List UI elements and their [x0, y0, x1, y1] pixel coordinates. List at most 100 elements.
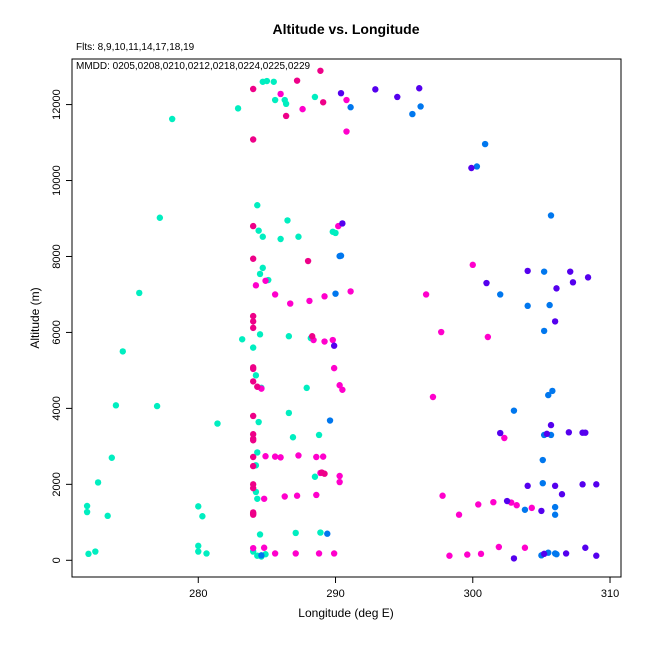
data-point-series-3 [249, 511, 257, 518]
data-point-series-4 [521, 506, 529, 513]
data-point-series-2 [501, 434, 508, 442]
y-tick-label: 6000 [51, 320, 63, 344]
data-point-series-3 [304, 257, 312, 265]
data-point-series-5 [551, 318, 559, 325]
data-point-series-1 [156, 214, 164, 221]
data-point-series-5 [540, 550, 548, 558]
data-point-series-2 [287, 300, 294, 307]
data-point-series-5 [582, 429, 589, 436]
x-tick-label: 280 [189, 588, 207, 600]
data-point-series-2 [336, 478, 343, 486]
data-point-series-1 [311, 473, 319, 480]
data-point-series-5 [394, 93, 401, 101]
y-axis-label: Altitude (m) [28, 287, 42, 348]
data-point-series-5 [543, 430, 551, 438]
data-point-series-3 [254, 383, 261, 390]
data-point-series-5 [593, 552, 600, 559]
data-point-series-2 [313, 491, 320, 499]
data-point-series-3 [249, 318, 257, 325]
y-tick-label: 2000 [51, 472, 63, 496]
data-point-series-1 [255, 418, 262, 426]
data-point-series-3 [282, 112, 290, 120]
data-point-series-2 [293, 492, 301, 499]
data-point-series-3 [249, 453, 257, 461]
data-point-series-3 [249, 378, 257, 385]
data-point-series-4 [540, 268, 548, 275]
data-point-series-5 [582, 544, 589, 551]
data-point-series-4 [539, 456, 546, 464]
data-point-series-2 [249, 544, 257, 552]
data-point-series-1 [153, 402, 161, 410]
data-point-series-5 [416, 85, 423, 92]
plot-frame [71, 58, 622, 578]
data-point-series-3 [249, 85, 257, 93]
data-point-series-2 [260, 544, 268, 551]
data-point-series-2 [347, 288, 354, 295]
data-point-series-1 [256, 331, 264, 338]
y-tick-label: 0 [51, 557, 63, 563]
data-point-series-4 [347, 104, 354, 111]
data-point-series-1 [282, 100, 290, 108]
data-point-series-5 [558, 491, 566, 498]
data-point-series-2 [315, 550, 323, 557]
data-point-series-1 [271, 96, 279, 104]
x-tick-label: 300 [464, 588, 482, 600]
data-point-series-1 [83, 508, 91, 516]
data-point-series-4 [539, 479, 546, 487]
data-point-series-5 [524, 482, 531, 490]
data-point-series-1 [238, 336, 246, 343]
data-point-series-1 [104, 512, 111, 520]
data-point-series-2 [513, 502, 520, 509]
data-point-series-1 [94, 479, 102, 486]
data-point-series-1 [254, 495, 261, 502]
data-point-series-3 [249, 431, 257, 438]
data-point-series-4 [545, 391, 552, 399]
data-point-series-1 [332, 229, 339, 237]
data-point-series-2 [277, 454, 284, 461]
data-point-series-1 [254, 202, 261, 209]
data-point-series-2 [438, 328, 445, 336]
data-point-series-4 [337, 252, 345, 259]
data-point-series-2 [439, 492, 446, 499]
data-point-series-1 [315, 431, 323, 439]
data-point-series-5 [524, 267, 531, 275]
y-tick-label: 10000 [51, 165, 63, 196]
data-point-series-1 [285, 333, 293, 340]
data-point-series-3 [317, 67, 324, 74]
data-point-series-1 [295, 233, 302, 240]
data-point-series-2 [446, 552, 453, 559]
data-point-series-2 [336, 472, 343, 480]
data-point-series-1 [83, 502, 91, 510]
data-point-series-2 [475, 501, 482, 508]
data-point-series-1 [199, 513, 206, 520]
data-point-series-2 [306, 297, 313, 305]
data-point-series-1 [263, 77, 271, 85]
chart-title: Altitude vs. Longitude [273, 21, 420, 37]
data-point-series-1 [259, 264, 266, 272]
data-point-series-5 [510, 555, 518, 562]
data-point-series-2 [343, 128, 350, 135]
data-point-series-1 [234, 105, 242, 112]
data-point-series-5 [551, 482, 559, 490]
data-point-series-5 [593, 481, 600, 488]
data-point-series-1 [256, 531, 264, 538]
data-point-series-1 [254, 449, 261, 456]
y-tick-label: 4000 [51, 396, 63, 420]
data-point-series-1 [112, 402, 120, 409]
data-point-series-1 [195, 542, 202, 550]
data-point-series-3 [249, 462, 257, 470]
data-point-series-1 [252, 372, 260, 379]
data-point-series-2 [262, 277, 269, 284]
data-point-series-3 [308, 333, 316, 340]
data-point-series-1 [292, 529, 299, 537]
data-point-series-2 [277, 90, 284, 98]
data-point-series-4 [540, 327, 548, 335]
data-point-series-2 [484, 333, 492, 341]
data-point-series-4 [547, 212, 555, 219]
data-point-series-4 [473, 163, 481, 170]
data-point-series-1 [285, 409, 293, 417]
data-point-series-1 [289, 434, 297, 441]
data-point-series-4 [546, 301, 553, 309]
data-point-series-1 [119, 348, 126, 355]
data-point-series-5 [562, 550, 570, 557]
